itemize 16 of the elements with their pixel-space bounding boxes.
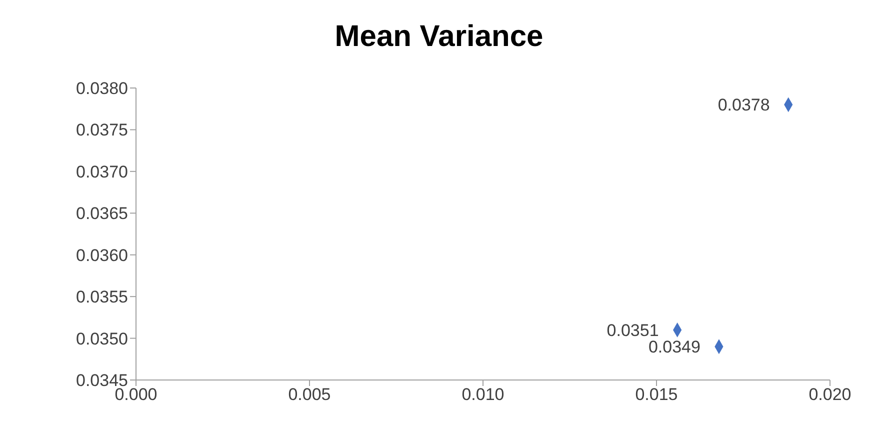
x-tick-label: 0.005	[288, 385, 331, 404]
y-tick-label: 0.0355	[76, 288, 128, 307]
x-tick-label: 0.020	[808, 385, 852, 404]
x-tick-label: 0.010	[462, 385, 504, 404]
y-tick-label: 0.0375	[76, 120, 128, 140]
chart-title: Mean Variance	[334, 19, 544, 55]
y-tick-label: 0.0350	[76, 329, 128, 348]
x-tick-label: 0.000	[114, 385, 158, 404]
y-tick-label: 0.0365	[76, 204, 128, 224]
x-tick-label: 0.015	[635, 385, 678, 404]
y-tick-label: 0.0360	[76, 246, 128, 265]
y-tick-label: 0.0380	[76, 79, 128, 98]
data-label: 0.0378	[718, 96, 770, 115]
data-label: 0.0351	[606, 320, 659, 340]
data-label: 0.0349	[648, 338, 700, 357]
y-tick-label: 0.0370	[76, 162, 128, 182]
